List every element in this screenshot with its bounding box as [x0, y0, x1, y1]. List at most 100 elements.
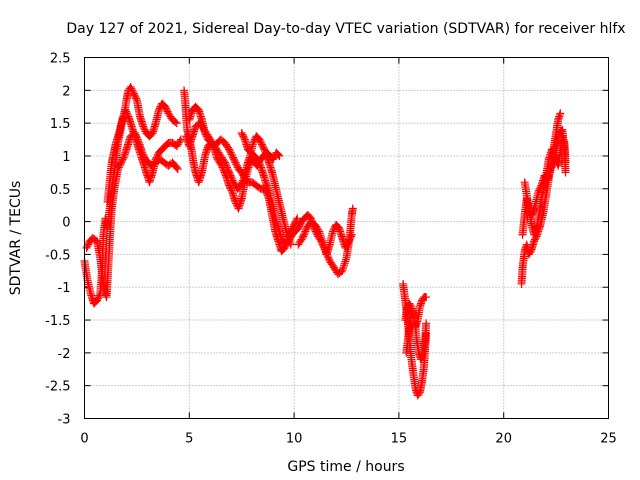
data-point-marker: [231, 158, 240, 167]
data-point-marker: [82, 243, 91, 252]
data-point-marker: [535, 186, 544, 195]
data-point-marker: [239, 132, 248, 141]
data-point-marker: [130, 91, 139, 100]
data-point-marker: [253, 155, 262, 164]
data-point-marker: [227, 173, 236, 182]
data-point-marker: [254, 158, 263, 167]
data-point-marker: [132, 94, 141, 103]
data-point-marker: [224, 166, 233, 175]
data-point-marker: [346, 234, 355, 242]
data-point-marker: [414, 389, 423, 398]
x-tick-label: 5: [185, 432, 193, 447]
data-point-marker: [84, 240, 93, 249]
data-point-marker: [223, 165, 232, 174]
data-point-marker: [173, 165, 182, 174]
data-point-marker: [547, 163, 556, 172]
data-point-marker: [254, 156, 263, 165]
data-point-marker: [249, 138, 258, 147]
data-point-marker: [128, 87, 137, 96]
chart-title: Day 127 of 2021, Sidereal Day-to-day VTE…: [66, 21, 625, 37]
data-point-marker: [299, 232, 308, 241]
data-point-marker: [118, 155, 127, 164]
data-point-marker: [227, 174, 236, 183]
data-point-marker: [343, 240, 352, 249]
y-tick-label: 0.5: [50, 183, 71, 198]
data-point-marker: [297, 235, 306, 244]
data-point-marker: [284, 237, 293, 246]
data-point-marker: [220, 158, 229, 167]
data-point-marker: [114, 165, 123, 174]
data-point-marker: [295, 220, 304, 229]
data-point-marker: [556, 109, 565, 118]
data-point-marker: [139, 124, 148, 133]
data-point-marker: [175, 137, 184, 146]
data-point-marker: [226, 171, 235, 180]
x-axis-label: GPS time / hours: [287, 459, 404, 475]
x-tick-label: 0: [80, 432, 88, 447]
data-point-marker: [232, 160, 241, 169]
y-tick-label: -2: [58, 347, 71, 362]
data-point-marker: [139, 122, 148, 131]
y-tick-label: -2.5: [45, 380, 70, 395]
x-tick-labels: 0 5 10 15 20 25: [80, 432, 616, 447]
data-point-marker: [226, 148, 235, 157]
data-point-marker: [129, 89, 138, 98]
data-point-marker: [172, 119, 181, 128]
data-point-marker: [93, 296, 102, 305]
data-point-marker: [239, 176, 248, 185]
data-point-marker: [325, 255, 334, 264]
data-point-marker: [230, 156, 239, 165]
data-point-marker: [301, 227, 310, 236]
data-point-marker: [549, 160, 558, 169]
data-point-marker: [275, 151, 284, 160]
data-point-marker: [227, 186, 236, 195]
data-point-marker: [227, 150, 236, 159]
data-point-marker: [261, 147, 270, 156]
data-point-marker: [115, 161, 124, 170]
data-point-marker: [346, 232, 355, 241]
y-tick-label: 1.5: [50, 117, 71, 132]
data-point-marker: [300, 229, 309, 238]
data-point-marker: [229, 153, 238, 162]
data-point-marker: [274, 150, 283, 159]
x-tick-label: 20: [495, 432, 512, 447]
data-point-marker: [256, 137, 265, 146]
data-point-marker: [285, 235, 294, 244]
data-point-marker: [286, 234, 295, 242]
y-tick-label: -0.5: [45, 248, 70, 263]
data-point-marker: [534, 188, 543, 197]
data-point-marker: [238, 178, 247, 187]
data-point-marker: [171, 118, 180, 127]
data-point-marker: [525, 248, 534, 257]
data-point-marker: [154, 106, 163, 115]
data-point-marker: [222, 161, 231, 170]
y-tick-label: -1: [58, 281, 71, 296]
data-point-marker: [225, 145, 234, 154]
data-point-marker: [152, 153, 161, 162]
data-point-marker: [422, 319, 431, 328]
data-point-marker: [223, 163, 232, 172]
data-point-marker: [344, 237, 353, 246]
data-point-marker: [229, 155, 238, 164]
data-point-marker: [293, 214, 302, 223]
data-point-marker: [347, 230, 356, 239]
data-point-marker: [348, 204, 357, 213]
data-point-marker: [255, 160, 264, 169]
data-point-marker: [328, 227, 337, 236]
y-tick-label: -3: [58, 413, 71, 428]
x-tick-label: 25: [600, 432, 617, 447]
data-point-marker: [257, 138, 266, 147]
data-point-marker: [546, 165, 555, 174]
data-point-marker: [236, 181, 245, 190]
data-point-marker: [225, 170, 234, 179]
data-point-marker: [260, 145, 269, 154]
data-point-marker: [258, 142, 267, 151]
data-point-marker: [259, 143, 268, 152]
data-point-marker: [114, 163, 123, 172]
data-point-marker: [123, 110, 132, 119]
data-point-marker: [140, 125, 149, 134]
data-point-marker: [94, 293, 103, 302]
data-point-marker: [224, 143, 233, 152]
data-point-marker: [117, 158, 126, 167]
